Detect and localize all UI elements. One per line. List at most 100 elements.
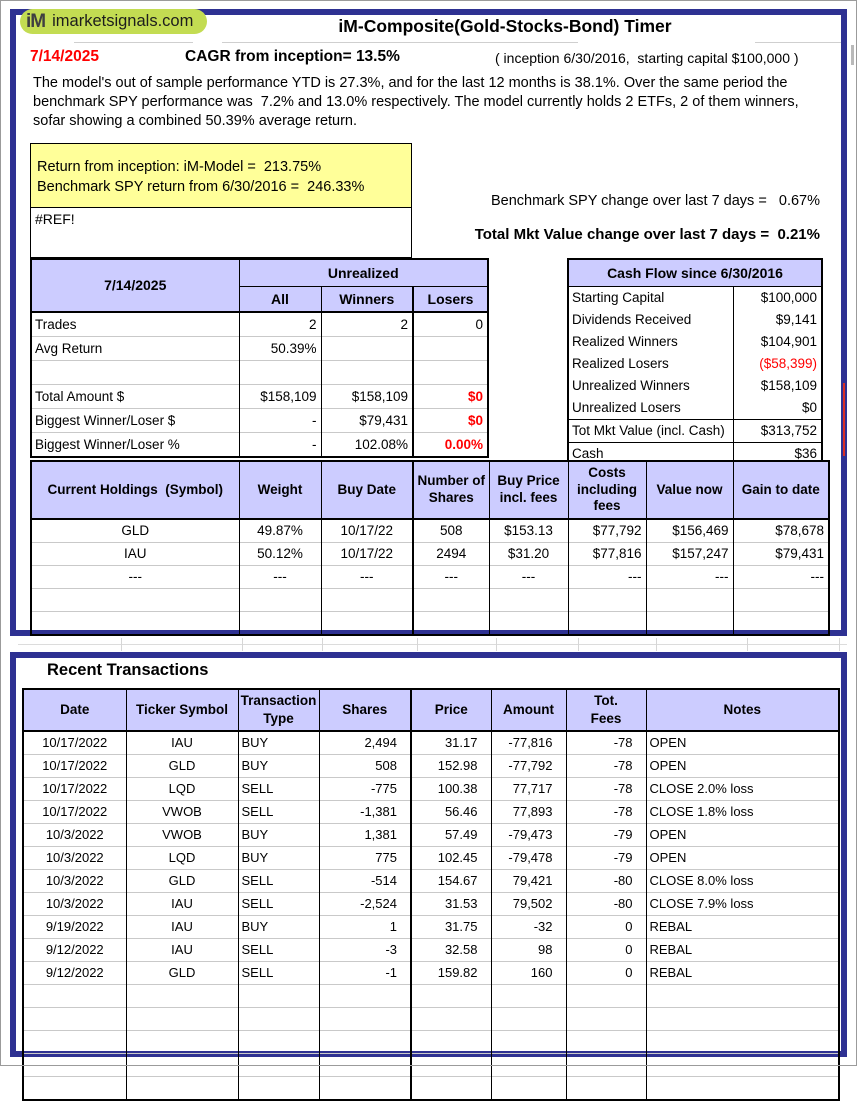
cell: 160 [490, 961, 566, 985]
cell [490, 1053, 566, 1077]
ref-error-cell: #REF! [30, 208, 412, 258]
cell: 77,893 [490, 800, 566, 824]
cell: 50.12% [238, 542, 321, 566]
ref-error-text: #REF! [35, 211, 75, 227]
table-row: Trades 2 2 0 [30, 311, 489, 337]
cell [565, 1053, 646, 1077]
col-header: Date [22, 689, 126, 732]
cell: 0 [565, 961, 646, 985]
cell: 9/12/2022 [22, 961, 126, 985]
cell: 31.53 [410, 892, 491, 916]
cell: CLOSE 2.0% loss [645, 777, 839, 801]
divider [222, 42, 578, 43]
cell: VWOB [125, 800, 238, 824]
cell: Biggest Winner/Loser % [30, 432, 239, 457]
cell: IAU [125, 938, 238, 962]
cell: REBAL [645, 961, 839, 985]
cell: VWOB [125, 823, 238, 847]
cell: SELL [237, 800, 319, 824]
imarketsignals-logo[interactable]: iM imarketsignals.com [20, 9, 208, 34]
cell: SELL [237, 777, 319, 801]
cell [567, 588, 646, 612]
cell: -79,473 [490, 823, 566, 847]
cell: Dividends Received [572, 312, 692, 328]
cell: IAU [30, 542, 239, 566]
table-row: Dividends Received $9,141 [568, 309, 822, 331]
holdings-table: Current Holdings (Symbol) Weight Buy Dat… [30, 460, 830, 636]
cell [22, 1007, 126, 1031]
cell: -3 [318, 938, 411, 962]
cell [320, 336, 413, 361]
cell [238, 360, 321, 385]
cell: BUY [237, 731, 319, 755]
cell: 31.17 [410, 731, 491, 755]
cell: $36 [732, 442, 822, 466]
cell [412, 611, 489, 635]
cell: $0 [732, 397, 822, 420]
cell: --- [320, 565, 413, 589]
cell: 31.75 [410, 915, 491, 939]
cell: --- [732, 565, 829, 589]
cell: -79 [565, 846, 646, 870]
cell: 0 [411, 311, 489, 337]
cell: Realized Winners [572, 334, 678, 350]
cell: 102.45 [410, 846, 491, 870]
cell: 56.46 [410, 800, 491, 824]
cell [320, 360, 413, 385]
cell: -514 [318, 869, 411, 893]
cell: BUY [237, 846, 319, 870]
cell: 49.87% [238, 519, 321, 543]
cell [410, 1053, 491, 1077]
empty-row [22, 1030, 839, 1054]
gridline [242, 638, 243, 651]
col-header: Losers [411, 286, 489, 313]
cell: $77,792 [567, 519, 646, 543]
cell [412, 588, 489, 612]
cell: -1,381 [318, 800, 411, 824]
cell [237, 1053, 319, 1077]
cell: $9,141 [732, 309, 822, 331]
col-header: Gain to date [732, 461, 829, 520]
col-header: Transaction Type [237, 689, 319, 732]
cell [645, 588, 733, 612]
report-date: 7/14/2025 [30, 48, 99, 65]
col-header: Notes [645, 689, 839, 732]
cell: REBAL [645, 915, 839, 939]
cell: GLD [125, 869, 238, 893]
cell: 1 [318, 915, 411, 939]
cell [645, 984, 839, 1008]
cell: OPEN [645, 846, 839, 870]
cell [411, 336, 489, 361]
inception-note: ( inception 6/30/2016, starting capital … [495, 50, 799, 66]
scrollbar-thumb[interactable] [851, 45, 854, 65]
cell: 10/3/2022 [22, 869, 126, 893]
cell: --- [412, 565, 489, 589]
col-header: Costs including fees [567, 461, 646, 520]
cell: - [238, 408, 321, 433]
cell: 10/17/2022 [22, 754, 126, 778]
table-row: Biggest Winner/Loser $ - $79,431 $0 [30, 408, 489, 433]
gridline [656, 638, 657, 651]
cell [22, 1030, 126, 1054]
unrealized-table: 7/14/2025 Unrealized All Winners Losers … [30, 258, 490, 458]
cell: Realized Losers [572, 356, 669, 372]
cell: $153.13 [488, 519, 568, 543]
transaction-row: 10/17/2022 GLD BUY 508 152.98 -77,792 -7… [22, 754, 839, 778]
cell: -77,792 [490, 754, 566, 778]
transaction-row: 10/17/2022 LQD SELL -775 100.38 77,717 -… [22, 777, 839, 801]
cagr-line: CAGR from inception= 13.5% [185, 48, 400, 65]
gridline [839, 638, 840, 651]
performance-summary: The model's out of sample performance YT… [33, 74, 833, 131]
cell: Tot Mkt Value (incl. Cash) [568, 419, 733, 443]
transaction-row: 10/3/2022 GLD SELL -514 154.67 79,421 -8… [22, 869, 839, 893]
cell: 10/17/22 [320, 519, 413, 543]
cell: -80 [565, 892, 646, 916]
cell [565, 984, 646, 1008]
cell: Avg Return [30, 336, 239, 361]
table-row: Biggest Winner/Loser % - 102.08% 0.00% [30, 432, 489, 457]
cell: OPEN [645, 731, 839, 755]
cell [318, 1076, 411, 1100]
cell: 2494 [412, 542, 489, 566]
cell [318, 1007, 411, 1031]
table-row [30, 360, 489, 385]
